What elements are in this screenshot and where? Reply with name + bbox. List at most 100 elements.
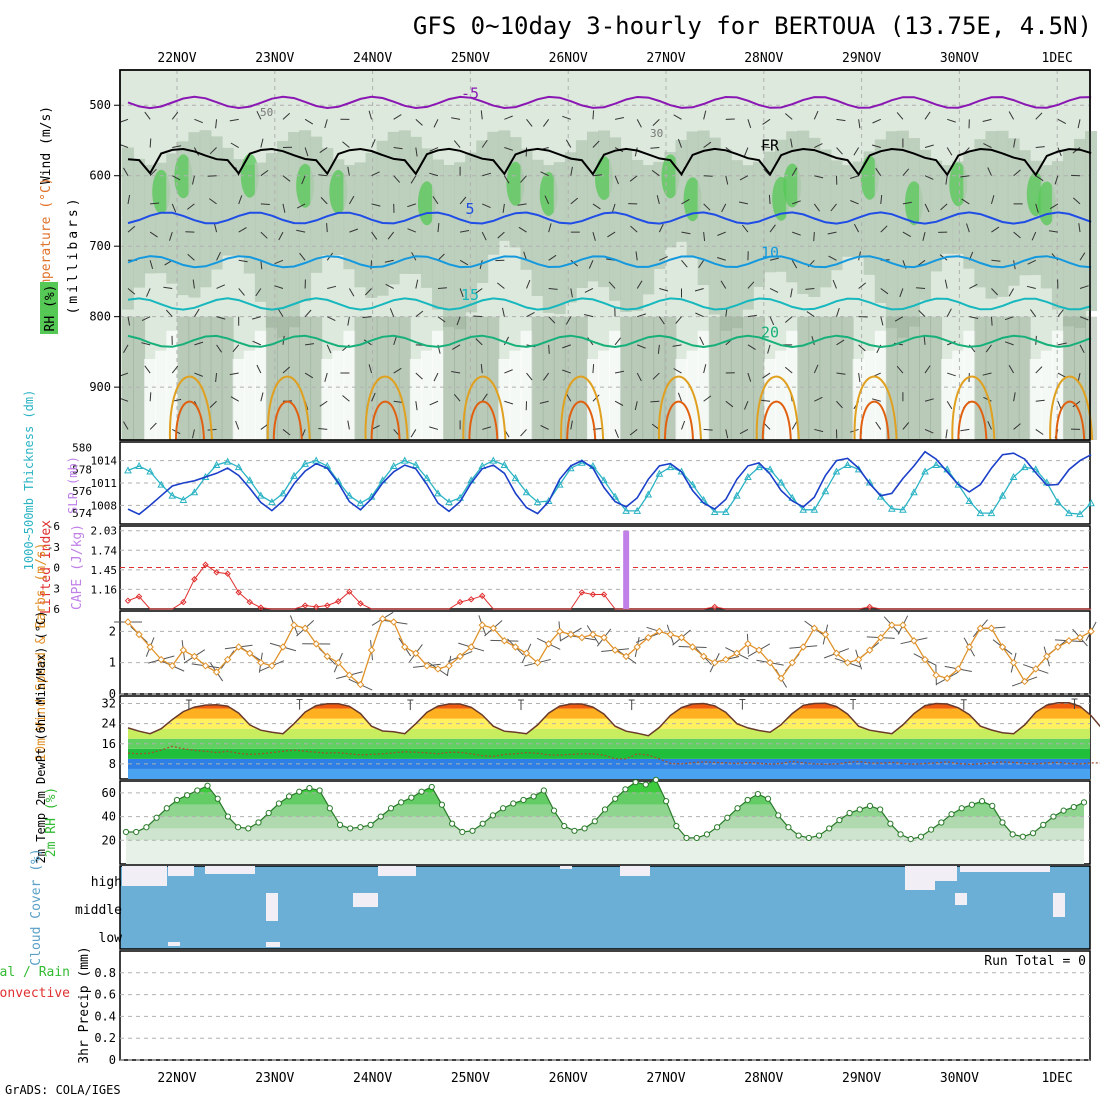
wind-barb: [659, 256, 668, 261]
wind-barb: [194, 341, 204, 346]
rh2m-point: [622, 786, 629, 793]
rh-band: [808, 137, 821, 297]
precip-axis-label: 3hr Precip (mm): [77, 946, 92, 1063]
precip-tick-label: 0: [109, 1053, 116, 1067]
rh2m-point: [540, 787, 547, 794]
rh2m-point: [235, 824, 242, 831]
pressure-tick-label: 600: [89, 169, 111, 183]
cloud-clear-high: [378, 866, 416, 876]
wind10m-speed-line: [127, 618, 1092, 686]
thickness-point: [389, 462, 398, 470]
rh-band: [930, 160, 943, 272]
rh-band: [210, 136, 223, 270]
wind10m-speed-point: [367, 646, 376, 654]
wind-barb: [415, 401, 418, 411]
rh2m-point: [999, 819, 1006, 826]
cloud-clear-high: [620, 866, 650, 876]
lifted-index-point: [312, 603, 320, 611]
rh-clear-area: [520, 330, 533, 440]
wind-barb: [762, 118, 771, 125]
bottom-date-label: 28NOV: [744, 1071, 783, 1086]
rh2m-point: [510, 800, 517, 807]
rh-moist-area: [1074, 316, 1087, 440]
rh2m-point: [255, 819, 262, 826]
wind-barb: [278, 231, 284, 241]
rh-high-cell: [539, 171, 558, 216]
rh2m-point: [469, 827, 476, 834]
wind-barb: [504, 369, 513, 374]
wind-barb: [169, 231, 173, 241]
wind-barb: [946, 308, 952, 317]
temp-contour-line: [127, 255, 1092, 269]
wind-barb: [393, 400, 403, 403]
wind-barb: [459, 196, 467, 205]
wind-barb: [274, 259, 284, 265]
wind-barb: [611, 203, 616, 213]
wind-barb: [880, 288, 889, 295]
wind-barb: [149, 260, 154, 270]
wind-barb: [432, 196, 439, 205]
wind-barb: [415, 279, 419, 289]
rh2m-point: [306, 785, 313, 792]
wind-barb: [659, 287, 669, 292]
wind-barb: [721, 203, 727, 213]
wind-barb: [1035, 146, 1045, 149]
wind-barb: [681, 259, 688, 268]
wind10m-speed-point: [1032, 665, 1040, 673]
lifted-index-point: [467, 596, 475, 603]
rh2m-point: [489, 812, 496, 819]
temp-contour-25: [853, 375, 898, 441]
cape-lifted-panel: -6 -3 0 3 6 1.16 1.45 1.74 2.03: [47, 520, 1092, 616]
wind-barb: [526, 311, 535, 318]
wind-barb: [784, 366, 793, 374]
wind-barb: [946, 147, 953, 156]
wind-barb: [520, 429, 527, 437]
wind-barb: [415, 147, 418, 157]
temp-color-band: [128, 768, 1090, 779]
wind-barb: [677, 138, 682, 148]
rh-clear-area: [775, 350, 788, 440]
rh-clear-area: [941, 358, 954, 440]
rh2m-point: [143, 824, 150, 831]
rh-high-cell: [904, 181, 923, 226]
rh-band: [708, 137, 721, 315]
rh2m-point: [897, 831, 904, 838]
wind-barb: [792, 200, 801, 205]
thickness-point: [733, 491, 741, 499]
wind-barb: [194, 372, 203, 377]
thickness-point: [932, 460, 940, 468]
wind-barb: [703, 428, 713, 431]
wind-barb: [304, 118, 314, 125]
rh2m-point: [550, 807, 558, 814]
temp-contour-30: [664, 400, 694, 441]
rh2m-point: [968, 801, 975, 808]
wind-barb: [193, 308, 200, 317]
wind-barb: [347, 166, 350, 176]
wind-barb: [742, 224, 749, 233]
wind10m-speed-point: [522, 649, 531, 657]
cape-tick-label: 2.03: [91, 525, 118, 538]
wind-barb: [274, 285, 284, 289]
rh-band: [520, 148, 533, 270]
lifted-index-point: [324, 602, 331, 609]
wind-barb: [650, 400, 660, 403]
wind-barb: [1008, 365, 1015, 374]
wind-barb: [473, 315, 483, 318]
rh2m-point: [438, 801, 446, 808]
rh-color-band: [126, 828, 1084, 841]
wind-barb: [945, 175, 948, 185]
wind-barb: [320, 197, 328, 205]
wind-barb: [299, 252, 306, 261]
temp-contour-label: 20: [761, 323, 779, 341]
thickness-point: [290, 471, 298, 479]
rh2m-tick-label: 60: [102, 786, 116, 800]
wind-barb: [1004, 341, 1014, 346]
slp-tick-label: 1011: [91, 477, 118, 490]
wind-barb: [238, 259, 248, 263]
cloud-panel: [119, 865, 1091, 950]
wind-barb: [946, 400, 953, 410]
wind10m-speed-point: [190, 652, 199, 661]
wind-barb: [144, 111, 151, 120]
cloud-clear-high: [935, 866, 957, 881]
temp-contour-line: [127, 211, 1092, 225]
